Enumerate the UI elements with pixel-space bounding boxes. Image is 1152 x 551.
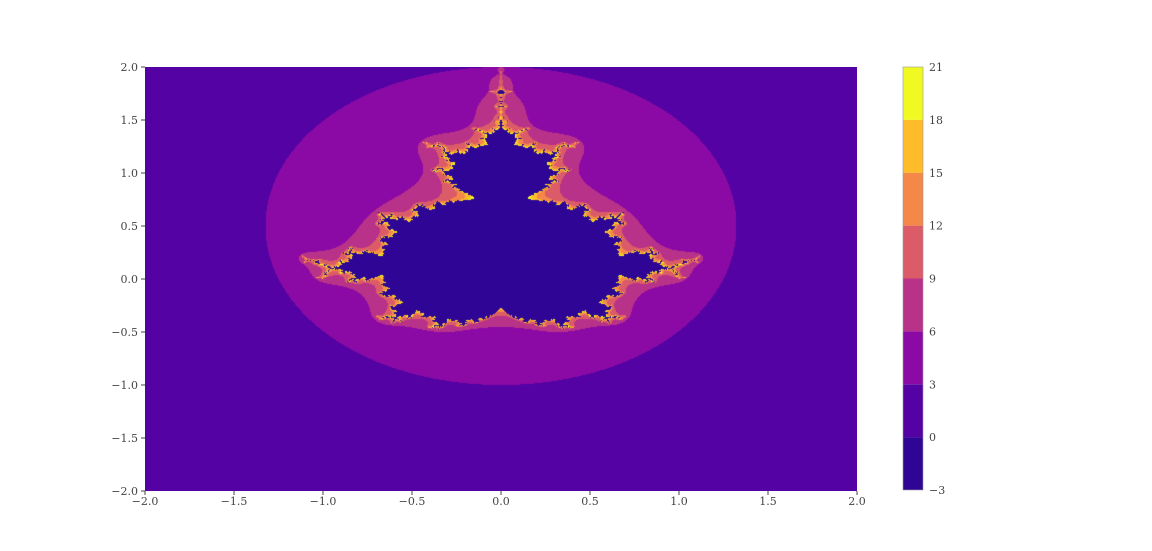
colorbar-band xyxy=(903,225,923,279)
y-tick-label: −1.5 xyxy=(111,432,138,445)
colorbar-band xyxy=(903,384,923,438)
colorbar-tick-label: 12 xyxy=(929,220,943,233)
x-tick-label: 0.5 xyxy=(581,495,599,508)
colorbar-tick-label: 18 xyxy=(929,114,943,127)
y-tick-label: −0.5 xyxy=(111,326,138,339)
colorbar-tick-label: 3 xyxy=(929,378,936,391)
y-tick-label: 1.0 xyxy=(121,167,139,180)
y-axis: 2.0 1.5 1.0 0.5 0.0 −0.5 −1.0 −1.5 −2.0 xyxy=(111,61,145,498)
x-tick-label: 1.0 xyxy=(670,495,688,508)
colorbar-tick-label: 9 xyxy=(929,273,936,286)
y-tick-label: −1.0 xyxy=(111,379,138,392)
y-tick-label: 0.5 xyxy=(121,220,139,233)
colorbar-tick-label: 21 xyxy=(929,61,943,74)
y-tick-label: 0.0 xyxy=(121,273,139,286)
plot-area xyxy=(145,67,857,491)
y-tick-label: 1.5 xyxy=(121,114,139,127)
x-tick-label: −1.5 xyxy=(221,495,248,508)
x-tick-label: −2.0 xyxy=(132,495,159,508)
colorbar-band xyxy=(903,119,923,173)
y-tick-label: −2.0 xyxy=(111,485,138,498)
colorbar-tick-label: −3 xyxy=(929,484,945,497)
colorbar-tick-label: 15 xyxy=(929,167,943,180)
colorbar-tick-label: 0 xyxy=(929,431,936,444)
x-tick-label: 0.0 xyxy=(492,495,510,508)
x-tick-label: 1.5 xyxy=(759,495,777,508)
colorbar-tick-label: 6 xyxy=(929,325,936,338)
contour-field xyxy=(145,67,857,491)
colorbar-frame xyxy=(902,66,924,491)
x-tick-label: −1.0 xyxy=(310,495,337,508)
x-axis: −2.0 −1.5 −1.0 −0.5 0.0 0.5 1.0 1.5 2.0 xyxy=(132,491,866,508)
colorbar-band xyxy=(903,172,923,226)
colorbar-axis: 21 18 15 12 9 6 3 0 −3 xyxy=(929,61,945,497)
colorbar-band xyxy=(903,331,923,385)
y-tick-label: 2.0 xyxy=(121,61,139,74)
colorbar xyxy=(902,66,924,491)
x-tick-label: 2.0 xyxy=(848,495,866,508)
colorbar-band xyxy=(903,67,923,120)
colorbar-band xyxy=(903,278,923,332)
colorbar-band xyxy=(903,437,923,490)
x-tick-label: −0.5 xyxy=(399,495,426,508)
